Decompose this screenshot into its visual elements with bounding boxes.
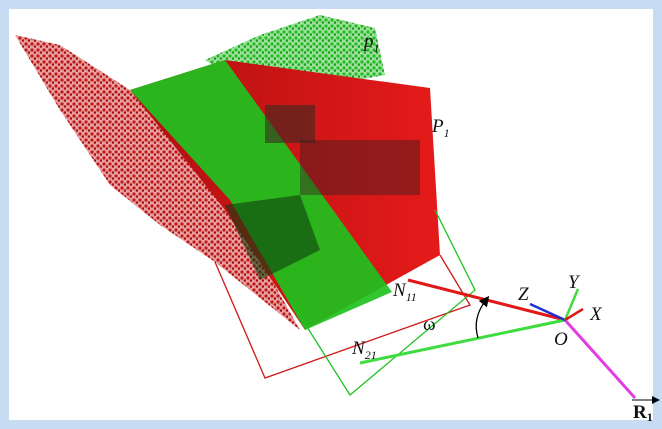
- label-part: 1: [374, 41, 380, 55]
- label-part: P: [431, 116, 444, 137]
- image-patch: [300, 140, 420, 195]
- figure: p1 P1 N11 N21 ω Z Y X O R1: [0, 0, 662, 429]
- label-part: 11: [406, 290, 417, 304]
- image-patch: [265, 105, 315, 143]
- label: Z: [518, 284, 529, 305]
- label-part: R: [633, 402, 647, 423]
- label: ω: [423, 314, 436, 335]
- label-part: p: [362, 31, 374, 52]
- label-part: 1: [647, 410, 653, 424]
- label: X: [589, 304, 603, 325]
- label: O: [554, 329, 568, 350]
- label-part: 1: [444, 126, 450, 140]
- label-part: 21: [365, 348, 377, 362]
